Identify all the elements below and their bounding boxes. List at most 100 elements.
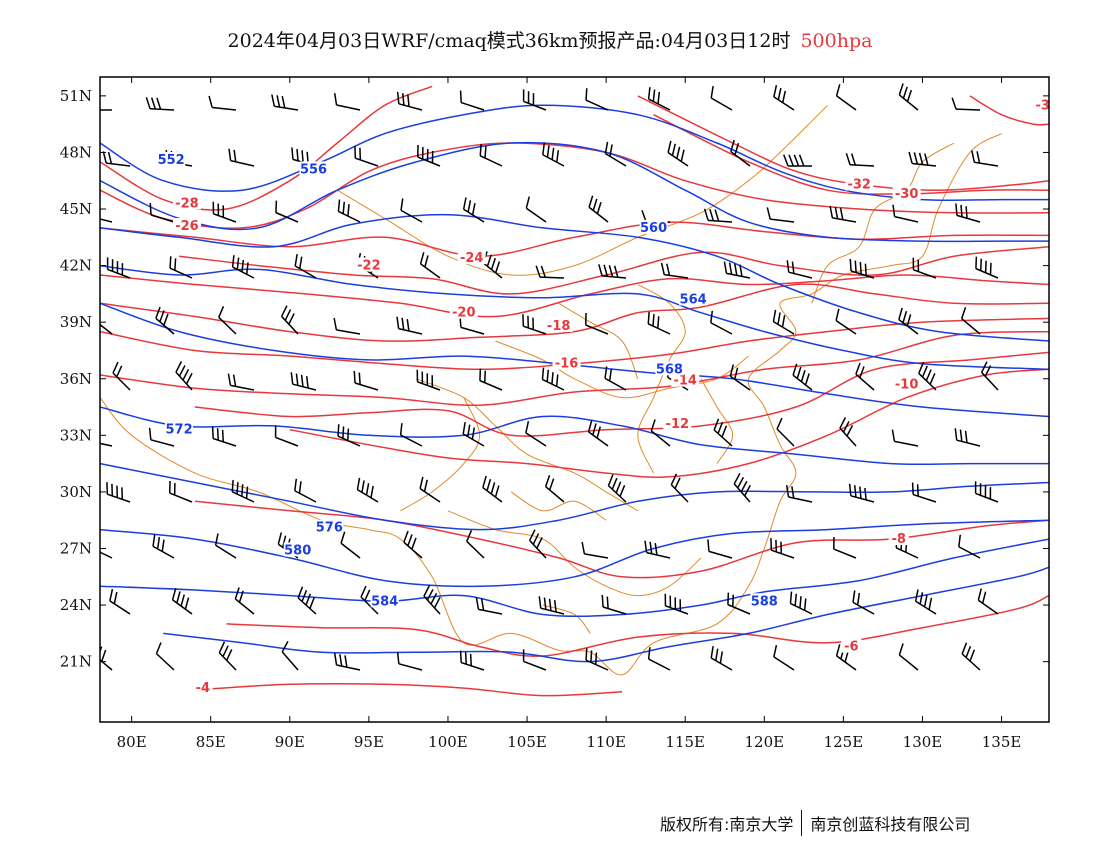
svg-text:-32: -32 [847,178,871,193]
height-contour-line [100,538,1049,618]
wind-barb [403,530,423,559]
border-line [811,142,955,304]
wind-barb [667,140,689,167]
wind-barb [102,151,131,167]
wind-barb [961,642,981,671]
wind-barb [544,474,565,503]
contour-label: -8 [888,531,909,547]
wind-barb [786,260,813,279]
border-line [700,378,734,464]
wind-barb [584,312,609,335]
wind-barb [218,641,237,671]
wind-barb [522,314,547,335]
temperature-contour-line [100,283,1049,342]
contour-label: 568 [655,361,684,377]
contour-label: -10 [892,376,921,392]
contour-label: -14 [671,372,700,389]
wind-barb [423,585,441,615]
border-line [558,302,639,379]
wind-barb [274,425,299,447]
contour-label: -6 [841,638,862,655]
border-line [542,604,591,634]
wind-barb [168,480,193,503]
wind-barb [733,472,751,503]
lat-tick-label: 27N [60,539,92,557]
wind-barb [475,597,503,615]
wind-barb [353,370,379,391]
wind-barb [479,368,503,391]
temperature-contour-line [100,274,1049,318]
wind-barb [416,144,441,167]
wind-barb [845,153,875,167]
contour-label: -18 [544,317,573,334]
copyright-label: 版权所有:南京大学 [660,815,794,834]
wind-barb [766,207,795,223]
border-line [510,491,607,521]
wind-barb [354,146,379,167]
wind-barb [271,94,299,111]
wind-barb [228,148,255,167]
wind-barb [535,265,565,279]
svg-text:-12: -12 [666,417,690,432]
wind-barb [723,261,751,279]
svg-text:-28: -28 [175,196,199,211]
wind-barb [773,645,795,671]
wind-barb [280,305,299,335]
contour-label: -16 [552,355,581,372]
lon-tick-label: 105E [507,733,547,751]
wind-barb [835,84,857,111]
lat-tick-label: 36N [60,370,92,388]
wind-barb [396,316,423,335]
lat-tick-label: 30N [60,483,92,501]
wind-barb [522,649,547,671]
temperature-contours [100,85,1049,697]
wind-barb [664,593,689,615]
wind-barb [275,200,299,223]
lon-tick-label: 100E [428,733,468,751]
wind-barb [149,202,175,223]
wind-barb [852,590,875,615]
border-line [495,340,749,399]
wind-barb [100,109,112,111]
border-line [416,378,639,512]
temperature-contour-line [100,221,1049,257]
wind-barb [789,591,813,615]
wind-barb [598,264,627,279]
svg-text:588: 588 [751,594,778,609]
svg-text:552: 552 [158,153,185,168]
wind-barb [971,150,999,167]
lat-tick-label: 24N [60,596,92,614]
wind-barb [542,142,565,167]
lat-tick-label: 51N [60,87,92,105]
temperature-contour-line [194,682,623,697]
contour-labels: -32 -30 -28 -26 -24 -22 -20 -18 -16 -14 -12 -10 -8 -6… [157,97,1049,696]
temperature-contour-line [100,330,1049,407]
wind-barb [587,420,609,447]
wind-barb [647,647,671,671]
wind-barb [772,309,795,335]
wind-barb [783,154,812,167]
svg-text:580: 580 [284,543,311,558]
wind-barb [462,197,485,223]
svg-text:-4: -4 [196,681,210,696]
temperature-contour-line [969,95,1049,126]
wind-barb [234,587,255,615]
wind-barb [175,361,193,391]
wind-barb [538,596,565,615]
wind-barb [459,90,485,111]
wind-barb [785,485,813,503]
wind-barb [419,476,441,503]
wind-barb [770,538,795,559]
svg-text:-10: -10 [895,377,919,392]
height-contours [100,104,1049,663]
wind-barb [400,198,423,223]
contour-label: -20 [449,304,478,321]
wind-barb [155,642,175,671]
wind-barb [588,195,609,223]
wind-barb [955,203,981,223]
wind-barb [912,257,937,279]
wind-barb [100,551,113,559]
lon-tick-label: 115E [665,733,705,751]
wind-barb [416,369,441,391]
